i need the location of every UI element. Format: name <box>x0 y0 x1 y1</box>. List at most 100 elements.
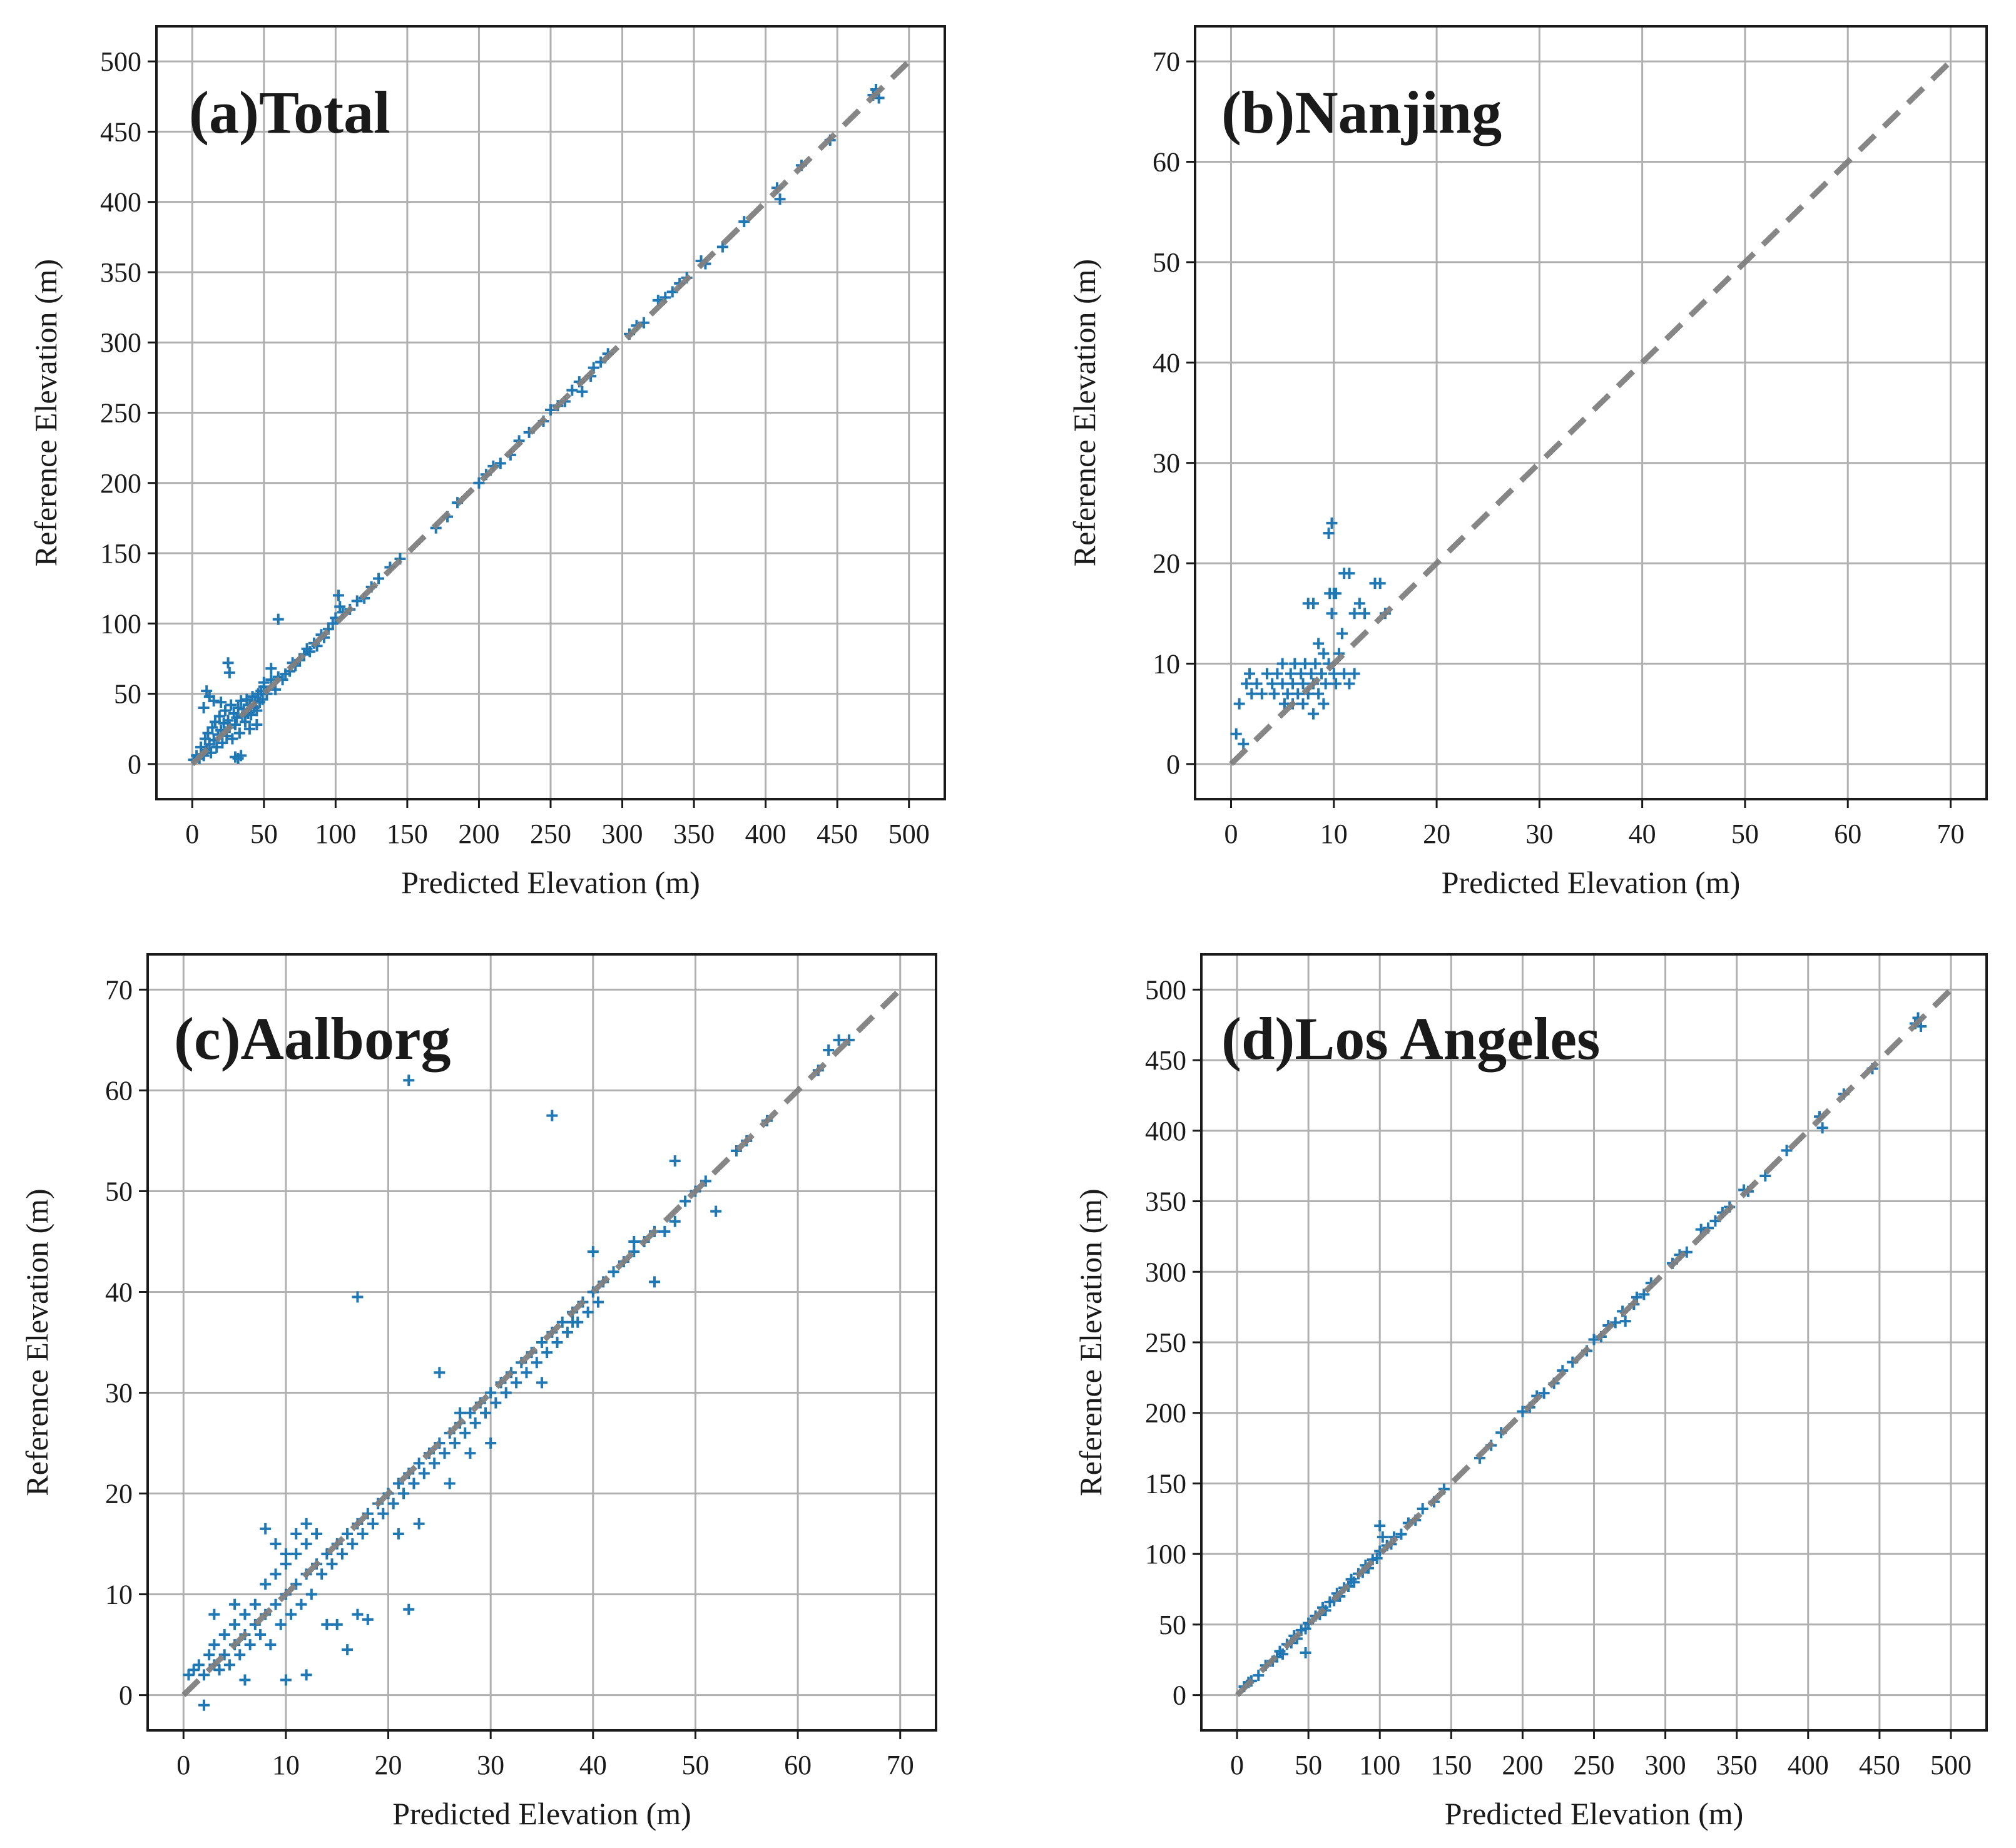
data-point <box>1318 648 1330 660</box>
y-tick-label: 250 <box>1145 1327 1186 1358</box>
x-tick-label: 60 <box>784 1750 812 1780</box>
y-tick-label: 150 <box>1145 1468 1186 1499</box>
x-tick-label: 40 <box>1629 819 1656 849</box>
x-tick-label: 40 <box>579 1750 607 1780</box>
y-tick-label: 300 <box>100 327 141 358</box>
data-point <box>1305 668 1317 680</box>
data-point <box>473 477 485 489</box>
data-point <box>1307 708 1319 720</box>
data-point <box>321 1618 333 1630</box>
y-tick-label: 250 <box>100 398 141 429</box>
y-tick-label: 60 <box>1153 147 1180 178</box>
data-point <box>300 1669 312 1681</box>
data-point <box>1276 658 1288 670</box>
y-tick-label: 0 <box>1173 1680 1186 1711</box>
data-point <box>464 1447 476 1459</box>
data-point <box>1377 1531 1388 1543</box>
data-point <box>1759 1170 1771 1182</box>
panel-a-total: 0 50 100 150 200 250 300 350 400 450 500 0 50 100 150 2… <box>28 25 946 900</box>
data-point <box>587 1246 599 1258</box>
x-tick-label: 50 <box>250 819 278 849</box>
data-point <box>342 1644 354 1656</box>
gridlines <box>156 26 945 799</box>
data-point <box>511 1377 522 1389</box>
data-point <box>280 1558 292 1570</box>
data-point <box>251 718 263 730</box>
y-tick-label: 30 <box>1153 448 1180 479</box>
data-point <box>536 1377 547 1389</box>
data-point <box>1330 678 1342 690</box>
data-point <box>1276 678 1288 690</box>
data-point <box>235 750 247 762</box>
data-point <box>377 1508 389 1519</box>
data-point <box>1328 668 1340 680</box>
data-point <box>367 1518 379 1529</box>
data-point <box>272 613 284 625</box>
x-tick-label: 200 <box>1502 1750 1543 1780</box>
data-point <box>823 1044 835 1056</box>
data-point <box>1295 668 1307 680</box>
data-point <box>1289 658 1301 670</box>
data-point <box>229 1618 241 1630</box>
x-axis-label: Predicted Elevation (m) <box>1445 1796 1744 1831</box>
y-tick-label: 30 <box>105 1378 133 1409</box>
y-tick-label: 400 <box>1145 1116 1186 1146</box>
data-point <box>494 457 506 469</box>
y-tick-label: 400 <box>100 187 141 218</box>
x-tick-label: 30 <box>477 1750 504 1780</box>
data-point <box>1619 1315 1631 1327</box>
data-point <box>1517 1406 1529 1417</box>
data-point <box>280 1548 292 1560</box>
data-point <box>304 646 316 658</box>
data-point <box>305 1588 317 1600</box>
data-point <box>270 1598 282 1610</box>
data-point <box>531 1357 542 1369</box>
data-point <box>545 404 556 416</box>
data-point <box>1395 1528 1407 1540</box>
data-point <box>1281 688 1293 700</box>
y-tick-label: 500 <box>1145 974 1186 1005</box>
data-point <box>413 1457 425 1469</box>
data-point <box>249 1598 261 1610</box>
x-tick-label: 500 <box>1930 1750 1972 1780</box>
data-point <box>774 193 786 205</box>
data-point <box>1310 658 1321 670</box>
data-point <box>710 1205 722 1217</box>
data-point <box>1268 688 1280 700</box>
y-tick-label: 150 <box>100 538 141 569</box>
data-point <box>1343 678 1355 690</box>
data-point <box>211 741 223 753</box>
data-point <box>1336 628 1348 640</box>
data-point <box>235 695 247 707</box>
data-point <box>198 1669 210 1681</box>
data-point <box>485 1437 497 1449</box>
x-tick-label: 10 <box>1320 819 1348 849</box>
data-point <box>833 1034 845 1046</box>
data-point <box>290 1548 302 1560</box>
data-point <box>608 1266 619 1278</box>
data-point <box>213 710 225 722</box>
data-point <box>546 1110 558 1121</box>
data-point <box>469 1417 481 1429</box>
data-point <box>1241 678 1253 690</box>
y-tick-label: 0 <box>119 1680 133 1711</box>
y-tick-label: 60 <box>105 1075 133 1106</box>
data-point <box>1266 678 1278 690</box>
data-point <box>229 1598 241 1610</box>
data-point <box>680 1195 691 1207</box>
y-tick-label: 20 <box>1153 548 1180 579</box>
data-point <box>275 1618 287 1630</box>
y-tick-label: 50 <box>1153 247 1180 278</box>
data-point <box>1330 588 1342 600</box>
y-axis-label: Reference Elevation (m) <box>1067 259 1102 566</box>
x-tick-label: 60 <box>1834 819 1861 849</box>
data-point <box>1287 678 1299 690</box>
data-point <box>1313 688 1325 700</box>
data-point <box>222 715 234 727</box>
data-point <box>1261 668 1273 680</box>
data-point <box>352 1291 364 1303</box>
data-point <box>270 1568 282 1580</box>
data-point <box>373 573 385 585</box>
data-point <box>245 709 257 721</box>
x-tick-label: 100 <box>1359 1750 1400 1780</box>
